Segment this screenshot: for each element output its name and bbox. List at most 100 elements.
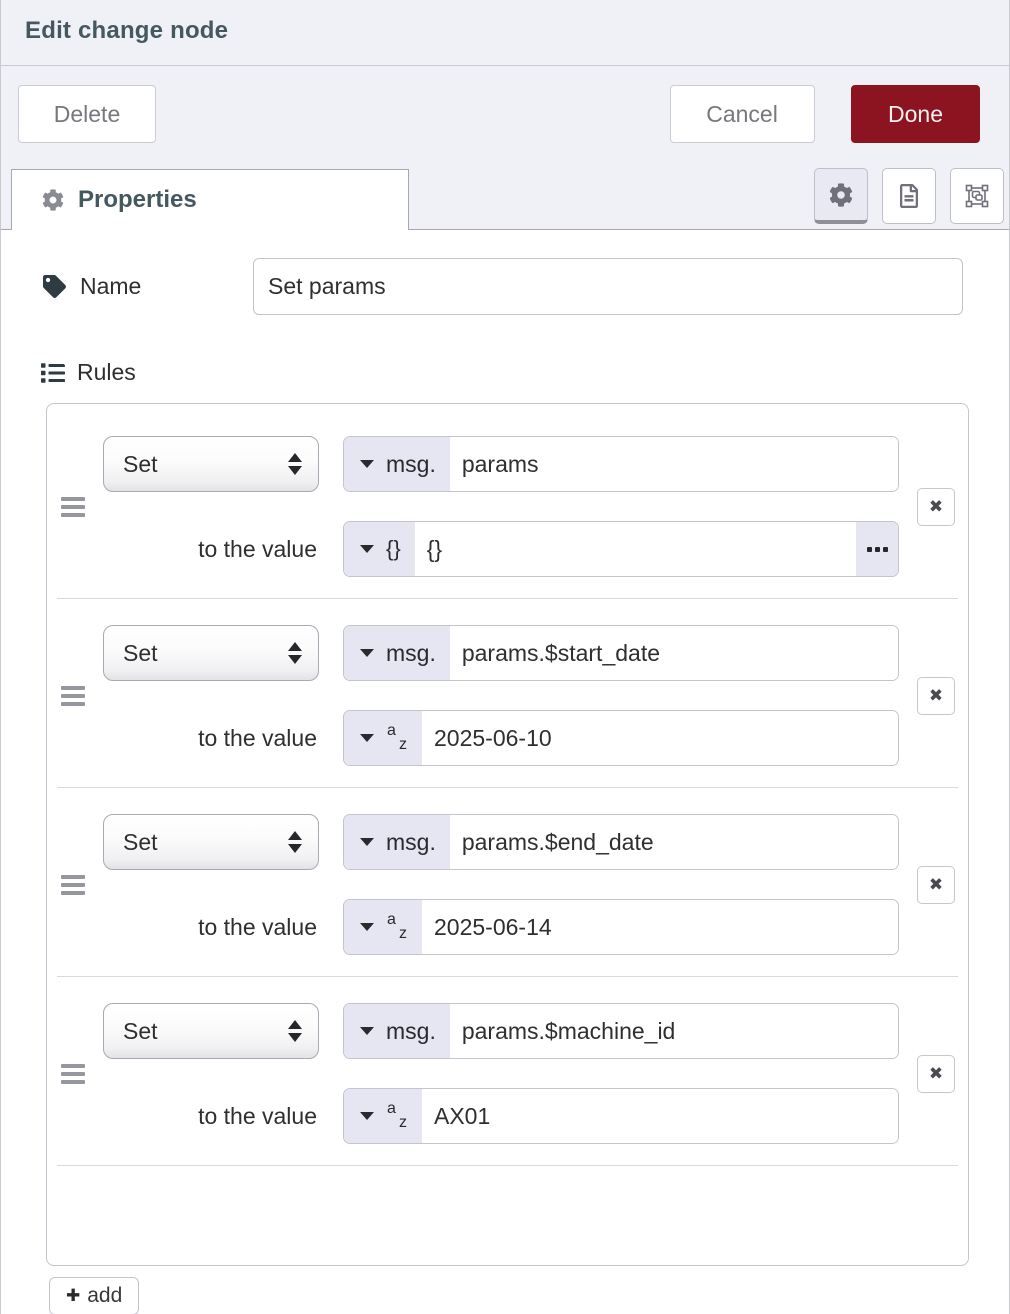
close-icon: ✖: [928, 875, 944, 894]
dialog-title: Edit change node: [25, 17, 229, 44]
target-type-button[interactable]: msg.: [344, 437, 450, 491]
target-type-button[interactable]: msg.: [344, 626, 450, 680]
group-selection-icon: [965, 184, 989, 208]
target-type-button[interactable]: msg.: [344, 1004, 450, 1058]
rule-action-select[interactable]: Set: [103, 436, 319, 492]
rule-target-input: msg.: [343, 436, 899, 492]
target-type-label: msg.: [386, 1017, 436, 1044]
remove-rule-button[interactable]: ✖: [917, 676, 955, 715]
caret-down-icon: [360, 649, 374, 657]
value-type-button[interactable]: {}: [344, 522, 415, 576]
rule-divider: [57, 787, 958, 788]
name-input[interactable]: [253, 258, 963, 315]
toolbar-right-group: Cancel Done: [669, 85, 980, 143]
rule-row: Set msg. to the value: [47, 788, 968, 976]
json-type-icon: {}: [386, 536, 401, 561]
caret-down-icon: [360, 923, 374, 931]
rule-divider: [57, 976, 958, 977]
rule-divider: [57, 1165, 958, 1166]
remove-rule-button[interactable]: ✖: [917, 487, 955, 526]
cancel-button[interactable]: Cancel: [669, 85, 815, 143]
rules-drop-area: [47, 1166, 968, 1265]
name-label: Name: [43, 273, 253, 300]
value-input[interactable]: [422, 711, 898, 765]
name-row: Name: [1, 258, 1009, 315]
tab-icon-buttons: [814, 168, 1004, 224]
node-appearance-button[interactable]: [950, 168, 1004, 224]
rule-target-input: msg.: [343, 1003, 899, 1059]
dialog-toolbar: Delete Cancel Done: [1, 66, 1009, 161]
target-property-input[interactable]: [449, 437, 898, 491]
drag-handle-icon[interactable]: [61, 1063, 85, 1084]
rule-action-select[interactable]: Set: [103, 814, 319, 870]
rule-action-select[interactable]: Set: [103, 1003, 319, 1059]
remove-rule-button[interactable]: ✖: [917, 865, 955, 904]
node-description-button[interactable]: [882, 168, 936, 224]
target-property-input[interactable]: [449, 815, 898, 869]
rules-label: Rules: [1, 359, 1009, 386]
gear-icon: [829, 182, 853, 207]
rule-row: Set msg. to the value: [47, 599, 968, 787]
drag-handle-icon[interactable]: [61, 874, 85, 895]
rule-row: Set msg. to the value: [47, 977, 968, 1165]
add-button-label: add: [87, 1284, 123, 1307]
rule-row: Set msg. to the value: [47, 404, 968, 598]
target-property-input[interactable]: [449, 626, 898, 680]
done-button[interactable]: Done: [851, 85, 980, 143]
rule-action-select[interactable]: Set: [103, 625, 319, 681]
caret-down-icon: [360, 1112, 374, 1120]
delete-button[interactable]: Delete: [18, 85, 156, 143]
list-icon: [41, 362, 65, 383]
value-input[interactable]: [414, 522, 856, 576]
caret-down-icon: [360, 460, 374, 468]
drag-handle-icon[interactable]: [61, 496, 85, 517]
rule-target-input: msg.: [343, 625, 899, 681]
close-icon: ✖: [928, 1064, 944, 1083]
to-value-label: to the value: [198, 1102, 317, 1129]
target-property-input[interactable]: [449, 1004, 898, 1058]
remove-rule-button[interactable]: ✖: [917, 1054, 955, 1093]
ellipsis-icon: [874, 546, 880, 552]
target-type-button[interactable]: msg.: [344, 815, 450, 869]
drag-handle-icon[interactable]: [61, 685, 85, 706]
document-icon: [899, 184, 919, 208]
value-input[interactable]: [422, 900, 898, 954]
gear-icon: [42, 189, 64, 211]
expand-editor-button[interactable]: [856, 522, 898, 576]
add-rule-button[interactable]: ✚ add: [49, 1277, 140, 1314]
node-properties-button[interactable]: [814, 168, 868, 224]
target-type-label: msg.: [386, 639, 436, 666]
target-type-label: msg.: [386, 828, 436, 855]
tag-icon: [43, 275, 66, 298]
select-arrows-icon: [288, 453, 302, 475]
name-label-text: Name: [80, 273, 142, 299]
to-value-label: to the value: [198, 535, 317, 562]
dialog-header: Edit change node: [1, 0, 1009, 66]
plus-icon: ✚: [66, 1286, 81, 1305]
tab-properties[interactable]: Properties: [11, 169, 409, 230]
rule-target-input: msg.: [343, 814, 899, 870]
select-arrows-icon: [288, 1020, 302, 1042]
select-arrows-icon: [288, 831, 302, 853]
rule-divider: [57, 598, 958, 599]
rules-label-text: Rules: [77, 359, 136, 385]
rule-action-value: Set: [123, 828, 158, 855]
caret-down-icon: [360, 1027, 374, 1035]
value-input[interactable]: [422, 1089, 898, 1143]
rule-action-value: Set: [123, 450, 158, 477]
caret-down-icon: [360, 734, 374, 742]
caret-down-icon: [360, 838, 374, 846]
rule-action-value: Set: [123, 1017, 158, 1044]
rules-container: Set msg. to the value: [46, 403, 969, 1266]
to-value-label: to the value: [198, 913, 317, 940]
